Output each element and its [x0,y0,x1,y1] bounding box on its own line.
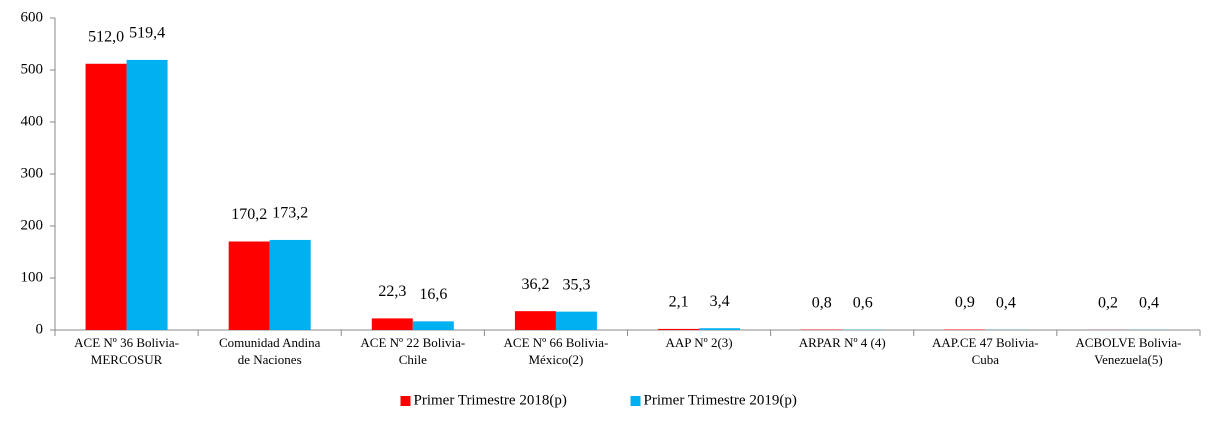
bar [658,328,700,330]
value-label: 0,8 [812,294,832,311]
value-label: 173,2 [272,205,308,222]
value-label: 170,2 [231,206,267,223]
x-tick-label-line: AAP Nº 2(3) [666,335,733,350]
y-tick-label: 0 [36,321,44,337]
x-tick-label-line: ARPAR Nº 4 (4) [799,335,886,350]
x-tick-label-line: AAP.CE 47 Bolivia- [932,335,1039,350]
x-tick-label-line: Comunidad Andina [219,335,321,350]
value-label: 35,3 [562,276,590,293]
x-tick-label: ACE Nº 66 Bolivia- México(2) [504,335,609,367]
value-label: 0,4 [1139,294,1159,311]
x-tick-label: ACE Nº 22 Bolivia- Chile [360,335,465,367]
legend-swatch [630,396,641,406]
bar [371,318,413,330]
x-tick-label-line: México(2) [529,352,584,367]
x-tick-label-line: de Naciones [238,352,302,367]
x-tick-label: AAP Nº 2(3) [666,335,733,350]
y-tick-label: 500 [21,61,44,77]
value-label: 512,0 [88,28,124,45]
bar [412,321,454,330]
value-label: 3,4 [710,293,730,310]
value-label: 16,6 [419,286,447,303]
legend-label: Primer Trimestre 2018(p) [414,392,567,408]
x-tick-label-line: ACE Nº 22 Bolivia- [360,335,465,350]
bar [228,241,270,330]
y-tick-label: 300 [21,165,44,181]
y-tick-label: 100 [21,269,44,285]
bar [269,239,311,330]
x-tick-label: ACBOLVE Bolivia- Venezuela(5) [1075,335,1181,367]
legend-swatch [400,396,411,406]
x-tick-label-line: MERCOSUR [91,352,163,367]
bar [514,311,556,330]
value-label: 519,4 [129,25,165,42]
value-label: 0,6 [853,294,873,311]
y-tick-label: 200 [21,217,44,233]
x-tick-label-line: Venezuela(5) [1094,352,1163,367]
x-tick-label: AAP.CE 47 Bolivia- Cuba [932,335,1039,367]
x-tick-label-line: Cuba [972,352,1000,367]
value-label: 0,2 [1098,295,1118,312]
legend-label: Primer Trimestre 2019(p) [644,392,797,408]
x-tick-label: ARPAR Nº 4 (4) [799,335,886,350]
y-tick-label: 600 [21,9,44,25]
value-label: 0,4 [996,294,1016,311]
x-tick-label-line: ACE Nº 66 Bolivia- [504,335,609,350]
bar [699,328,741,330]
y-tick-label: 400 [21,113,44,129]
value-label: 0,9 [955,294,975,311]
bar [126,59,168,331]
x-tick-label: ACE Nº 36 Bolivia- MERCOSUR [74,335,179,367]
bar [85,63,127,330]
x-tick-label-line: Chile [399,352,427,367]
x-tick-label-line: ACBOLVE Bolivia- [1075,335,1181,350]
bar [555,311,597,330]
value-label: 2,1 [669,294,689,311]
x-tick-label-line: ACE Nº 36 Bolivia- [74,335,179,350]
value-label: 36,2 [521,276,549,293]
x-tick-label: Comunidad Andina de Naciones [219,335,321,367]
value-label: 22,3 [378,283,406,300]
